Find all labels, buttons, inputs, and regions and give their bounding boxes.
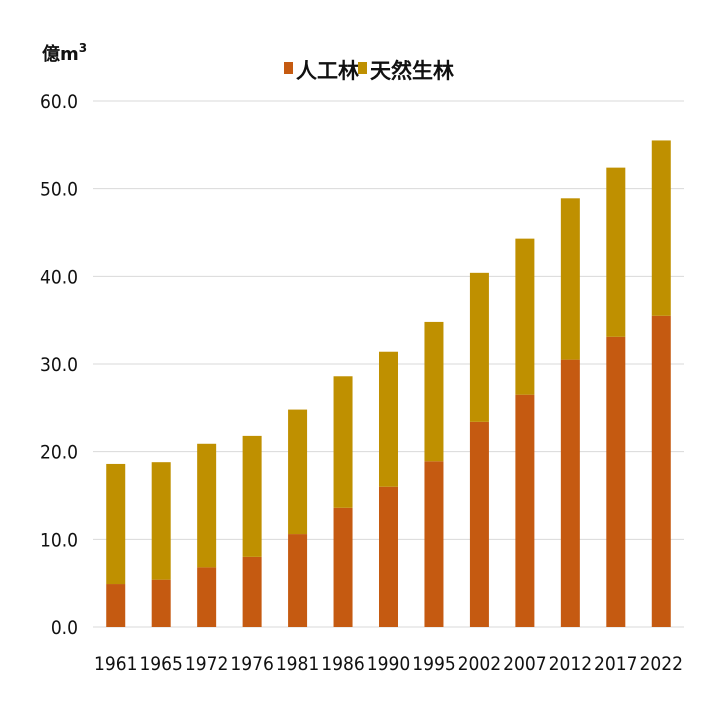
y-tick-label: 50.0: [40, 179, 78, 201]
bar-planted-1990: [379, 486, 398, 627]
x-tick-label: 2007: [503, 653, 547, 675]
bar-natural-1986: [333, 376, 353, 508]
y-tick-label: 40.0: [40, 266, 78, 288]
bar-natural-2012: [560, 198, 580, 360]
bar-planted-1976: [242, 556, 262, 627]
bar-natural-1990: [379, 351, 398, 487]
x-tick-label: 2012: [549, 653, 593, 675]
x-tick-label: 1972: [185, 653, 229, 675]
bar-planted-2017: [606, 336, 626, 627]
bar-planted-2022: [651, 315, 671, 627]
legend-swatch-natural: [358, 62, 367, 74]
y-tick-label: 0.0: [51, 617, 78, 639]
x-tick-label: 1981: [276, 653, 320, 675]
x-tick-label: 2022: [640, 653, 684, 675]
bar-planted-1961: [106, 584, 126, 627]
x-tick-label: 1990: [367, 653, 411, 675]
bar-natural-1976: [242, 435, 262, 557]
bar-natural-2017: [606, 167, 626, 337]
bar-planted-2012: [560, 359, 580, 627]
bar-planted-1972: [197, 567, 217, 627]
x-tick-label: 1986: [321, 653, 365, 675]
bar-planted-1986: [333, 507, 353, 627]
bar-planted-1965: [151, 579, 171, 627]
legend-label-natural: 天然生林: [370, 59, 454, 83]
bar-natural-1995: [424, 321, 444, 462]
bar-natural-1981: [288, 409, 308, 535]
y-tick-label: 20.0: [40, 442, 78, 464]
legend-swatch-planted: [284, 62, 293, 74]
y-tick-label: 10.0: [40, 529, 78, 551]
x-tick-label: 2002: [458, 653, 502, 675]
bar-planted-1995: [424, 461, 444, 627]
bar-planted-2002: [469, 421, 489, 627]
bar-natural-2002: [469, 272, 489, 422]
legend: 人工林 天然生林: [284, 59, 454, 83]
bar-planted-1981: [288, 534, 308, 627]
x-tick-label: 1961: [94, 653, 138, 675]
y-axis-unit-label: 億m3: [42, 41, 87, 65]
y-tick-label: 30.0: [40, 354, 78, 376]
bar-natural-1972: [197, 443, 217, 568]
bar-planted-2007: [515, 394, 535, 627]
bar-natural-1961: [106, 463, 126, 585]
x-tick-label: 1965: [139, 653, 183, 675]
x-tick-label: 2017: [594, 653, 638, 675]
x-tick-label: 1995: [412, 653, 456, 675]
bar-natural-1965: [151, 462, 171, 580]
x-tick-label: 1976: [230, 653, 274, 675]
y-tick-label: 60.0: [40, 91, 78, 113]
bar-natural-2007: [515, 238, 535, 395]
legend-label-planted: 人工林: [296, 59, 359, 83]
bar-natural-2022: [651, 140, 671, 316]
